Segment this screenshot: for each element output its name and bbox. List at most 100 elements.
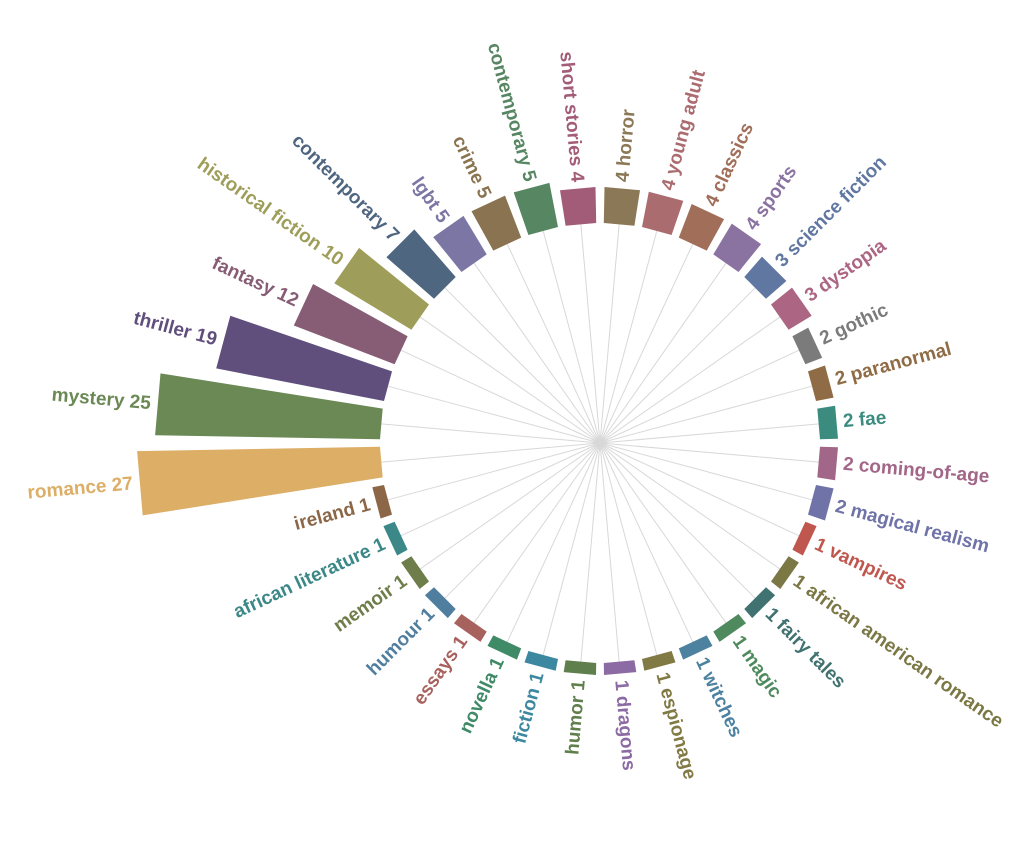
bar-humour bbox=[424, 587, 456, 619]
bar-label-coming-of-age: 2 coming-of-age bbox=[842, 454, 990, 488]
bar-magical-realism bbox=[808, 485, 834, 521]
spoke-historical-fiction bbox=[419, 316, 601, 444]
bar-magic bbox=[713, 614, 746, 642]
bar-dragons bbox=[603, 660, 637, 675]
bar-label-dystopia: 3 dystopia bbox=[801, 235, 890, 306]
spoke-sports bbox=[599, 262, 727, 444]
bar-thriller bbox=[216, 315, 392, 401]
bar-historical-fiction bbox=[334, 247, 429, 330]
bar-sports bbox=[713, 223, 762, 272]
bar-label-short-stories: short stories 4 bbox=[555, 51, 587, 184]
bar-label-novella: novella 1 bbox=[456, 654, 510, 737]
spoke-contemporary bbox=[444, 287, 601, 444]
spoke-humour bbox=[444, 442, 601, 599]
spoke-magical-realism bbox=[599, 442, 813, 501]
spoke-dragons bbox=[599, 442, 620, 663]
spoke-short-stories bbox=[580, 223, 601, 444]
bar-romance bbox=[137, 446, 383, 516]
bar-label-magic: 1 magic bbox=[728, 632, 786, 702]
spoke-paranormal bbox=[599, 385, 813, 444]
bar-label-young-adult: 4 young adult bbox=[658, 67, 710, 192]
bar-label-essays: essays 1 bbox=[409, 632, 472, 709]
bar-label-fiction: fiction 1 bbox=[509, 670, 548, 746]
spoke-thriller bbox=[387, 385, 601, 444]
bar-label-witches: 1 witches bbox=[691, 654, 746, 740]
bar-label-humour: humour 1 bbox=[363, 604, 439, 680]
bar-label-mystery: mystery 25 bbox=[51, 385, 152, 415]
bar-gothic bbox=[792, 327, 823, 365]
spoke-contemporary bbox=[542, 230, 601, 444]
spoke-humor bbox=[580, 442, 601, 663]
bar-label-crime: crime 5 bbox=[448, 133, 495, 203]
bar-label-ireland: ireland 1 bbox=[292, 494, 373, 535]
spoke-fae bbox=[599, 423, 820, 444]
spoke-horror bbox=[599, 223, 620, 444]
bar-espionage bbox=[642, 651, 676, 671]
bar-humor bbox=[563, 660, 597, 675]
bar-label-romance: romance 27 bbox=[27, 473, 134, 503]
spokes-layer bbox=[380, 223, 820, 663]
bar-fairy-tales bbox=[744, 587, 776, 619]
spoke-young-adult bbox=[599, 230, 658, 444]
spoke-witches bbox=[599, 442, 694, 643]
bar-label-humor: humor 1 bbox=[562, 679, 589, 756]
bar-coming-of-age bbox=[817, 446, 838, 481]
spoke-romance bbox=[380, 442, 601, 463]
spoke-lgbt bbox=[473, 262, 601, 444]
spoke-classics bbox=[599, 243, 694, 444]
bar-label-espionage: 1 espionage bbox=[651, 670, 700, 782]
bar-short-stories bbox=[560, 187, 597, 226]
bars-layer bbox=[137, 182, 838, 675]
bar-horror bbox=[603, 187, 640, 226]
spoke-gothic bbox=[599, 349, 800, 444]
bar-african-literature bbox=[383, 521, 408, 556]
bar-young-adult bbox=[642, 191, 684, 235]
bar-science-fiction bbox=[744, 256, 787, 299]
spoke-african-american-romance bbox=[599, 442, 781, 570]
bar-label-gothic: 2 gothic bbox=[817, 299, 892, 349]
spoke-african-literature bbox=[400, 442, 601, 537]
bar-contemporary bbox=[386, 229, 456, 299]
bar-contemporary bbox=[513, 182, 558, 235]
spoke-fantasy bbox=[400, 349, 601, 444]
spoke-dystopia bbox=[599, 316, 781, 444]
spoke-novella bbox=[506, 442, 601, 643]
spoke-crime bbox=[506, 243, 601, 444]
spoke-espionage bbox=[599, 442, 658, 656]
spoke-magic bbox=[599, 442, 727, 624]
bar-label-memoir: memoir 1 bbox=[330, 571, 412, 637]
bar-label-horror: 4 horror bbox=[612, 108, 639, 183]
bar-label-contemporary: contemporary 5 bbox=[483, 41, 540, 185]
bar-mystery bbox=[155, 373, 383, 440]
bar-label-paranormal: 2 paranormal bbox=[833, 339, 954, 390]
bar-label-dragons: 1 dragons bbox=[610, 679, 639, 771]
bar-crime bbox=[471, 195, 522, 251]
spoke-memoir bbox=[419, 442, 601, 570]
bar-label-sports: 4 sports bbox=[742, 162, 802, 235]
bar-fiction bbox=[524, 651, 558, 671]
bar-label-vampires: 1 vampires bbox=[811, 534, 910, 595]
bar-label-fae: 2 fae bbox=[842, 407, 887, 432]
bar-lgbt bbox=[433, 215, 487, 272]
spoke-science-fiction bbox=[599, 287, 756, 444]
bar-label-classics: 4 classics bbox=[701, 120, 758, 210]
bar-ireland bbox=[372, 485, 392, 519]
bar-essays bbox=[454, 614, 487, 642]
bar-fae bbox=[817, 405, 838, 440]
bar-witches bbox=[678, 635, 713, 660]
bar-label-magical-realism: 2 magical realism bbox=[833, 496, 991, 557]
bar-classics bbox=[678, 204, 725, 251]
bar-vampires bbox=[792, 521, 817, 556]
bar-memoir bbox=[401, 556, 429, 589]
bar-label-lgbt: lgbt 5 bbox=[407, 173, 454, 227]
bar-dystopia bbox=[771, 287, 812, 330]
bar-label-thriller: thriller 19 bbox=[131, 308, 219, 350]
spoke-ireland bbox=[387, 442, 601, 501]
spoke-fiction bbox=[542, 442, 601, 656]
spoke-fairy-tales bbox=[599, 442, 756, 599]
bar-african-american-romance bbox=[771, 556, 799, 589]
spoke-essays bbox=[473, 442, 601, 624]
bar-label-fantasy: fantasy 12 bbox=[209, 253, 302, 311]
spoke-coming-of-age bbox=[599, 442, 820, 463]
